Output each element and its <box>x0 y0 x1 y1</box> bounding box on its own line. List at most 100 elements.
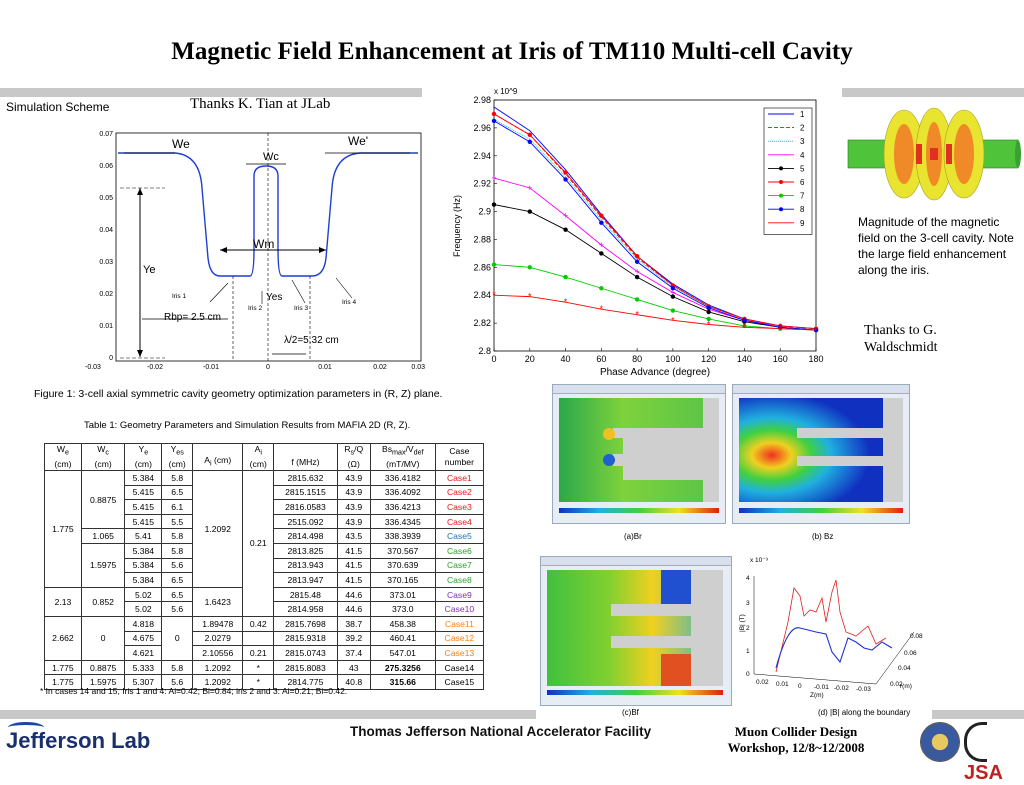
table-cell: 6.5 <box>161 586 194 603</box>
table-row: 5.384 6.5 2813.947 41.5 370.165 Case8 <box>45 572 485 588</box>
boundary-y-exponent: x 10⁻³ <box>750 557 769 564</box>
table-cell: 43.5 <box>336 528 371 544</box>
chart-point <box>634 297 640 302</box>
boundary-ytick: 0 <box>746 671 750 678</box>
table-cell: 0.8875 <box>80 659 126 676</box>
table-cell: 336.4182 <box>369 470 436 486</box>
chart-legend-label: 4 <box>800 151 805 160</box>
table-cell: 370.165 <box>369 572 436 588</box>
chart-ytick: 2.94 <box>473 151 491 161</box>
table-cell: 43.9 <box>336 470 371 486</box>
chart-point: * <box>492 290 496 300</box>
th-we: We (cm) <box>44 443 82 471</box>
chart-legend-label: 2 <box>800 124 805 133</box>
chart-xtick: 0 <box>491 354 496 364</box>
table-cell: 2814.958 <box>273 601 338 617</box>
chart-ytick: 2.86 <box>473 262 491 272</box>
table-cell: 5.415 <box>124 484 163 501</box>
chart-point: + <box>634 267 639 277</box>
chart-ytick: 2.84 <box>473 290 491 300</box>
table-cell: 370.639 <box>369 557 436 574</box>
figure1-caption: Figure 1: 3-cell axial symmetric cavity … <box>34 388 443 400</box>
th-ye: Ye (cm) <box>124 443 163 471</box>
boundary-ylabel: |B| (T) <box>739 614 746 632</box>
jsa-logo: JSA <box>964 722 1024 785</box>
chart-point <box>527 139 532 145</box>
label-we-left: We <box>172 137 190 151</box>
table-cell: 1.89478 <box>192 615 244 632</box>
panel-bz <box>732 384 910 524</box>
chart-point: + <box>563 211 568 221</box>
case-cell: Case7 <box>434 557 485 574</box>
chart-xlabel: Phase Advance (degree) <box>600 367 710 378</box>
chart-ytick: 2.88 <box>473 234 491 244</box>
table-cell: 0 <box>80 615 126 661</box>
table-cell: 5.333 <box>124 659 163 676</box>
table-cell: 5.41 <box>124 528 163 544</box>
table-cell: 1.6423 <box>192 586 244 617</box>
page-title: Magnetic Field Enhancement at Iris of TM… <box>171 38 853 65</box>
chart-point: + <box>670 287 675 297</box>
geo-xtick: 0.02 <box>373 364 387 371</box>
chart-xtick: 20 <box>525 354 535 364</box>
boundary-rtick: 0.02 <box>890 681 903 688</box>
boundary-ytick: 3 <box>746 600 750 607</box>
case-cell: Case10 <box>434 601 485 617</box>
chart-ytick: 2.98 <box>473 95 491 105</box>
jlab-swoosh-icon <box>8 722 44 733</box>
label-ye: Ye <box>143 264 155 276</box>
table-cell: 6.5 <box>161 572 194 588</box>
chart-point <box>634 274 640 280</box>
boundary-ztick: 0 <box>798 683 802 690</box>
chart-ytick: 2.8 <box>478 346 491 356</box>
table-cell: 6.5 <box>161 484 194 501</box>
chart-point: * <box>814 325 818 335</box>
chart-point <box>634 259 640 264</box>
table-cell: 39.2 <box>336 630 371 647</box>
table-cell: 547.01 <box>369 645 436 661</box>
table-cell: 2814.498 <box>273 528 338 544</box>
chart-point: * <box>671 315 675 325</box>
chart-ytick: 2.96 <box>473 123 491 133</box>
table-row: 5.415 5.5 2515.092 43.9 336.4345 Case4 <box>45 513 485 530</box>
geo-xtick: -0.01 <box>203 364 219 371</box>
table-cell: 44.6 <box>336 586 371 603</box>
label-rbp: Rbp= 2.5 cm <box>164 312 221 323</box>
boundary-ztick: 0.02 <box>756 679 769 686</box>
case-cell: Case11 <box>434 615 485 632</box>
table-cell: 5.384 <box>124 542 163 559</box>
geo-ytick: 0.04 <box>99 227 113 234</box>
chart-point <box>706 305 711 310</box>
case-cell: Case12 <box>434 630 485 647</box>
table-cell: 0 <box>161 615 194 661</box>
chart-y-exponent: x 10^9 <box>494 87 518 96</box>
workshop-line1: Muon Collider Design <box>734 724 858 739</box>
boundary-ztick: -0.01 <box>814 684 829 691</box>
case-cell: Case6 <box>434 542 485 559</box>
table-cell: 5.6 <box>161 557 194 574</box>
table-cell: 1.2092 <box>192 659 244 676</box>
case-cell: Case1 <box>434 470 485 486</box>
geometry-figure: 0.07 0.06 0.05 0.04 0.03 0.02 0.01 0 -0.… <box>85 131 425 371</box>
workshop-info: Muon Collider Design Workshop, 12/8~12/2… <box>704 724 888 756</box>
table-cell: 336.4213 <box>369 499 436 515</box>
case-cell: Case13 <box>434 645 485 661</box>
table-cell: 5.8 <box>161 542 194 559</box>
boundary-blue-curve <box>775 627 893 669</box>
geo-xtick: -0.03 <box>85 364 101 371</box>
table-cell: 40.8 <box>336 674 371 690</box>
table-cell: 5.384 <box>124 572 163 588</box>
table-cell: 5.415 <box>124 499 163 515</box>
chart-point <box>670 308 676 313</box>
table-row: 1.775 0.8875 5.384 5.8 1.2092 0.21 2815.632 43.… <box>44 469 485 617</box>
workshop-line2: Workshop, 12/8~12/2008 <box>727 740 865 755</box>
table-cell: 5.415 <box>124 513 163 530</box>
boundary-rtick: 0.04 <box>898 665 911 672</box>
chart-point <box>527 209 532 214</box>
chart-point <box>670 286 676 291</box>
chart-point <box>563 274 568 280</box>
chart-legend-box <box>763 107 813 235</box>
case-cell: Case14 <box>434 659 485 676</box>
chart-point <box>599 251 604 256</box>
chart-ylabel: Frequency (Hz) <box>452 195 462 257</box>
